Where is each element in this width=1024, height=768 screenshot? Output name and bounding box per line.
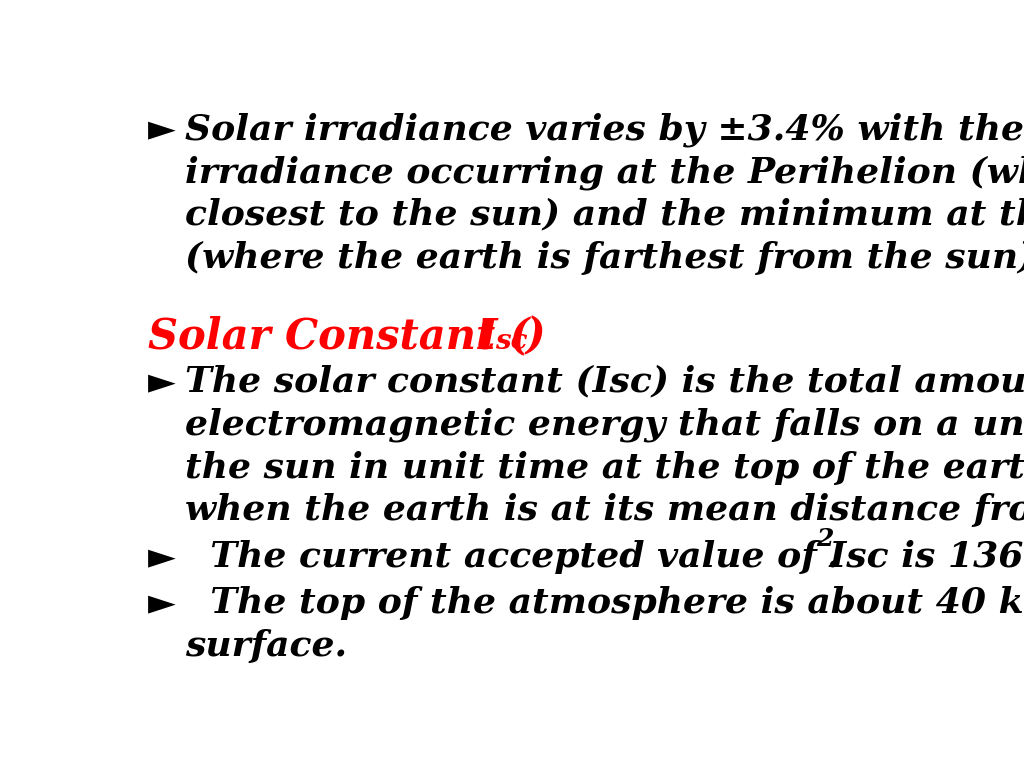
Text: closest to the sun) and the minimum at the Aphelion: closest to the sun) and the minimum at t… — [185, 198, 1024, 232]
Text: The top of the atmosphere is about 40 km from the earth's: The top of the atmosphere is about 40 km… — [185, 586, 1024, 620]
Text: electromagnetic energy that falls on a unit area normal to: electromagnetic energy that falls on a u… — [185, 408, 1024, 442]
Text: when the earth is at its mean distance from the sun.: when the earth is at its mean distance f… — [185, 493, 1024, 527]
Text: Solar Constant (: Solar Constant ( — [147, 316, 529, 358]
Text: irradiance occurring at the Perihelion (where the earth is: irradiance occurring at the Perihelion (… — [185, 155, 1024, 190]
Text: sc: sc — [496, 327, 528, 355]
Text: ): ) — [525, 316, 546, 358]
Text: I: I — [478, 316, 498, 358]
Text: ►: ► — [147, 113, 175, 147]
Text: 2: 2 — [816, 528, 834, 551]
Text: the sun in unit time at the top of the earth’s atmosphere: the sun in unit time at the top of the e… — [185, 451, 1024, 485]
Text: The solar constant (Isc) is the total amount of: The solar constant (Isc) is the total am… — [185, 366, 1024, 399]
Text: ►: ► — [147, 586, 175, 620]
Text: ►: ► — [147, 366, 175, 399]
Text: ►: ► — [147, 541, 175, 574]
Text: Solar irradiance varies by ±3.4% with the maximum: Solar irradiance varies by ±3.4% with th… — [185, 113, 1024, 147]
Text: surface.: surface. — [185, 628, 347, 663]
Text: (where the earth is farthest from the sun).: (where the earth is farthest from the su… — [185, 240, 1024, 275]
Text: .: . — [826, 541, 839, 574]
Text: The current accepted value of Isc is 1367 W/m: The current accepted value of Isc is 136… — [185, 541, 1024, 574]
